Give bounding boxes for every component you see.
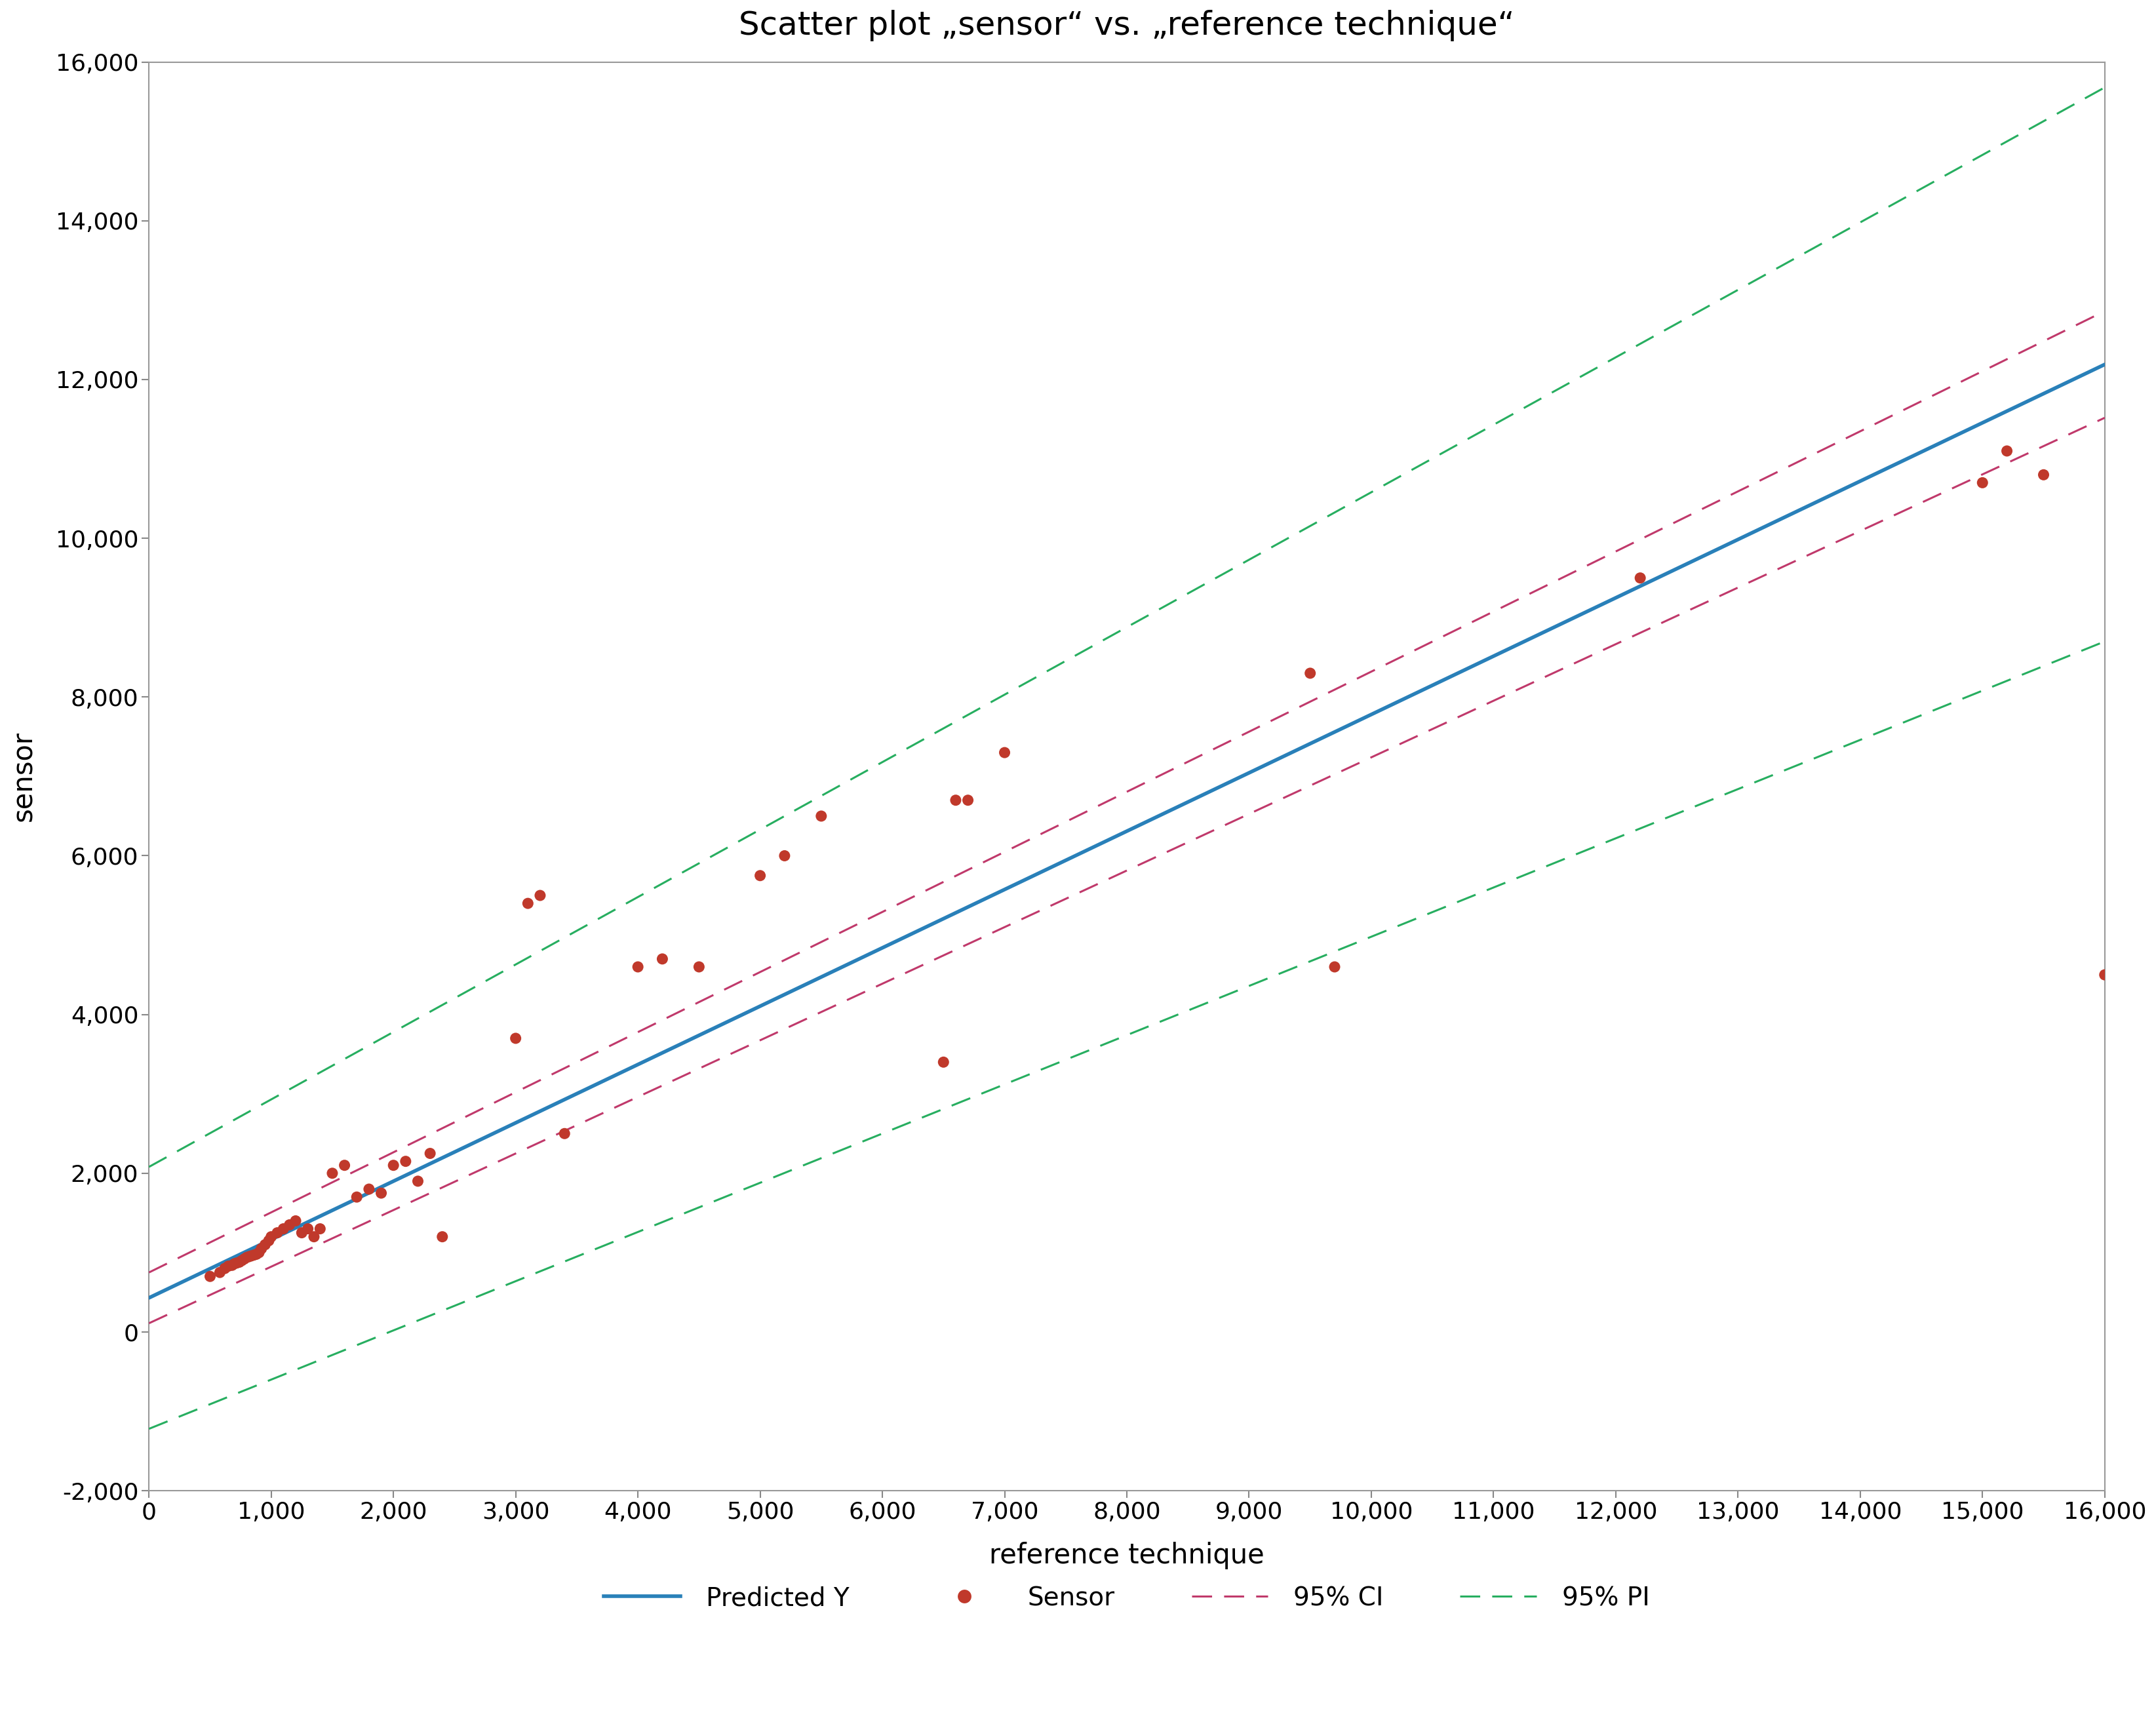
Point bbox=[222, 1248, 257, 1276]
Point bbox=[261, 1219, 295, 1246]
Point bbox=[498, 1024, 533, 1052]
Point bbox=[224, 1246, 259, 1274]
Point bbox=[248, 1231, 282, 1259]
Point bbox=[216, 1252, 250, 1279]
Point bbox=[235, 1241, 270, 1269]
Point bbox=[252, 1227, 287, 1255]
Point bbox=[203, 1259, 237, 1286]
Point bbox=[239, 1240, 274, 1267]
Point bbox=[1966, 469, 2001, 497]
Point bbox=[298, 1222, 332, 1250]
Point bbox=[272, 1210, 306, 1238]
Point bbox=[364, 1179, 399, 1207]
Point bbox=[278, 1207, 313, 1234]
Point bbox=[220, 1250, 254, 1277]
Point bbox=[2087, 960, 2122, 988]
Point bbox=[938, 786, 972, 814]
Point bbox=[241, 1240, 276, 1267]
Point bbox=[951, 786, 985, 814]
Point bbox=[218, 1250, 252, 1277]
Legend: Predicted Y, Sensor, 95% CI, 95% PI: Predicted Y, Sensor, 95% CI, 95% PI bbox=[593, 1576, 1660, 1621]
Point bbox=[244, 1234, 278, 1262]
Point bbox=[254, 1222, 289, 1250]
Title: Scatter plot „sensor“ vs. „reference technique“: Scatter plot „sensor“ vs. „reference tec… bbox=[740, 10, 1516, 41]
Point bbox=[987, 740, 1022, 767]
Point bbox=[2027, 460, 2061, 488]
Point bbox=[291, 1215, 326, 1243]
Point bbox=[315, 1160, 349, 1188]
Point bbox=[207, 1255, 241, 1283]
Point bbox=[388, 1148, 423, 1176]
Y-axis label: sensor: sensor bbox=[11, 731, 37, 822]
Point bbox=[1990, 438, 2024, 465]
Point bbox=[375, 1152, 410, 1179]
Point bbox=[681, 953, 716, 981]
Point bbox=[1294, 659, 1328, 686]
Point bbox=[401, 1167, 436, 1195]
Point bbox=[548, 1121, 582, 1148]
Point bbox=[804, 802, 839, 829]
Point bbox=[328, 1152, 362, 1179]
Point bbox=[768, 841, 802, 869]
Point bbox=[524, 881, 558, 909]
Point bbox=[302, 1215, 336, 1243]
Point bbox=[412, 1140, 446, 1167]
Point bbox=[511, 890, 545, 917]
Point bbox=[927, 1048, 962, 1076]
Point bbox=[1317, 953, 1352, 981]
Point bbox=[211, 1252, 246, 1279]
Point bbox=[233, 1243, 267, 1271]
Point bbox=[237, 1241, 272, 1269]
Point bbox=[285, 1219, 319, 1246]
Point bbox=[229, 1243, 263, 1271]
Point bbox=[351, 1176, 386, 1203]
Point bbox=[265, 1215, 300, 1243]
Point bbox=[744, 862, 778, 890]
Point bbox=[645, 945, 679, 972]
Point bbox=[338, 1183, 373, 1210]
Point bbox=[226, 1245, 261, 1272]
Point bbox=[1623, 564, 1658, 591]
X-axis label: reference technique: reference technique bbox=[990, 1541, 1263, 1569]
Point bbox=[425, 1222, 459, 1250]
Point bbox=[621, 953, 655, 981]
Point bbox=[192, 1262, 226, 1290]
